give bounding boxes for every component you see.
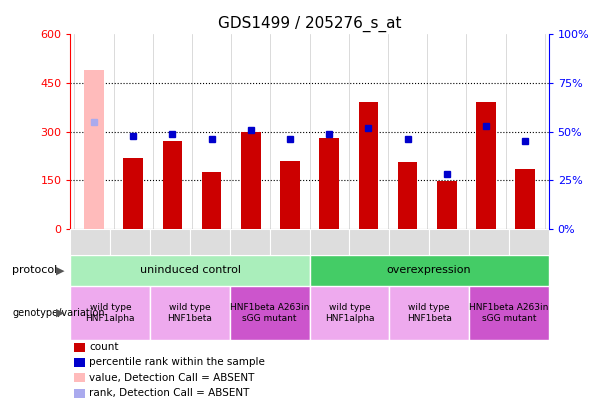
Text: percentile rank within the sample: percentile rank within the sample — [89, 358, 265, 367]
Bar — [398, 162, 417, 229]
Text: genotype/variation: genotype/variation — [12, 308, 105, 318]
Bar — [476, 102, 496, 229]
Bar — [349, 229, 389, 255]
Bar — [230, 286, 310, 340]
Text: wild type
HNF1alpha: wild type HNF1alpha — [325, 303, 374, 322]
Bar — [437, 181, 457, 229]
Bar — [389, 229, 429, 255]
Bar — [110, 229, 150, 255]
Text: wild type
HNF1beta: wild type HNF1beta — [167, 303, 213, 322]
Bar — [230, 229, 270, 255]
Bar — [123, 158, 143, 229]
Title: GDS1499 / 205276_s_at: GDS1499 / 205276_s_at — [218, 15, 402, 32]
Text: HNF1beta A263in
sGG mutant: HNF1beta A263in sGG mutant — [230, 303, 310, 322]
Text: ▶: ▶ — [56, 308, 64, 318]
Text: wild type
HNF1beta: wild type HNF1beta — [406, 303, 452, 322]
Text: protocol: protocol — [12, 265, 58, 275]
Bar — [310, 286, 389, 340]
Text: wild type
HNF1alpha: wild type HNF1alpha — [86, 303, 135, 322]
Bar — [280, 161, 300, 229]
Text: overexpression: overexpression — [387, 265, 471, 275]
Bar — [150, 229, 190, 255]
Bar — [516, 169, 535, 229]
Bar — [70, 255, 310, 286]
Bar — [469, 286, 549, 340]
Bar — [162, 141, 182, 229]
Bar — [359, 102, 378, 229]
Bar — [70, 286, 150, 340]
Bar — [241, 132, 261, 229]
Text: rank, Detection Call = ABSENT: rank, Detection Call = ABSENT — [89, 388, 249, 398]
Bar — [150, 286, 230, 340]
Bar — [310, 229, 349, 255]
Bar — [70, 229, 110, 255]
Bar — [190, 229, 230, 255]
Bar — [469, 229, 509, 255]
Text: ▶: ▶ — [56, 265, 64, 275]
Bar — [509, 229, 549, 255]
Bar — [270, 229, 310, 255]
Text: value, Detection Call = ABSENT: value, Detection Call = ABSENT — [89, 373, 254, 383]
Bar — [319, 138, 339, 229]
Text: HNF1beta A263in
sGG mutant: HNF1beta A263in sGG mutant — [469, 303, 549, 322]
Bar — [389, 286, 469, 340]
Text: count: count — [89, 342, 118, 352]
Bar — [202, 172, 221, 229]
Bar — [84, 70, 104, 229]
Bar — [310, 255, 549, 286]
Bar — [429, 229, 469, 255]
Text: uninduced control: uninduced control — [140, 265, 240, 275]
